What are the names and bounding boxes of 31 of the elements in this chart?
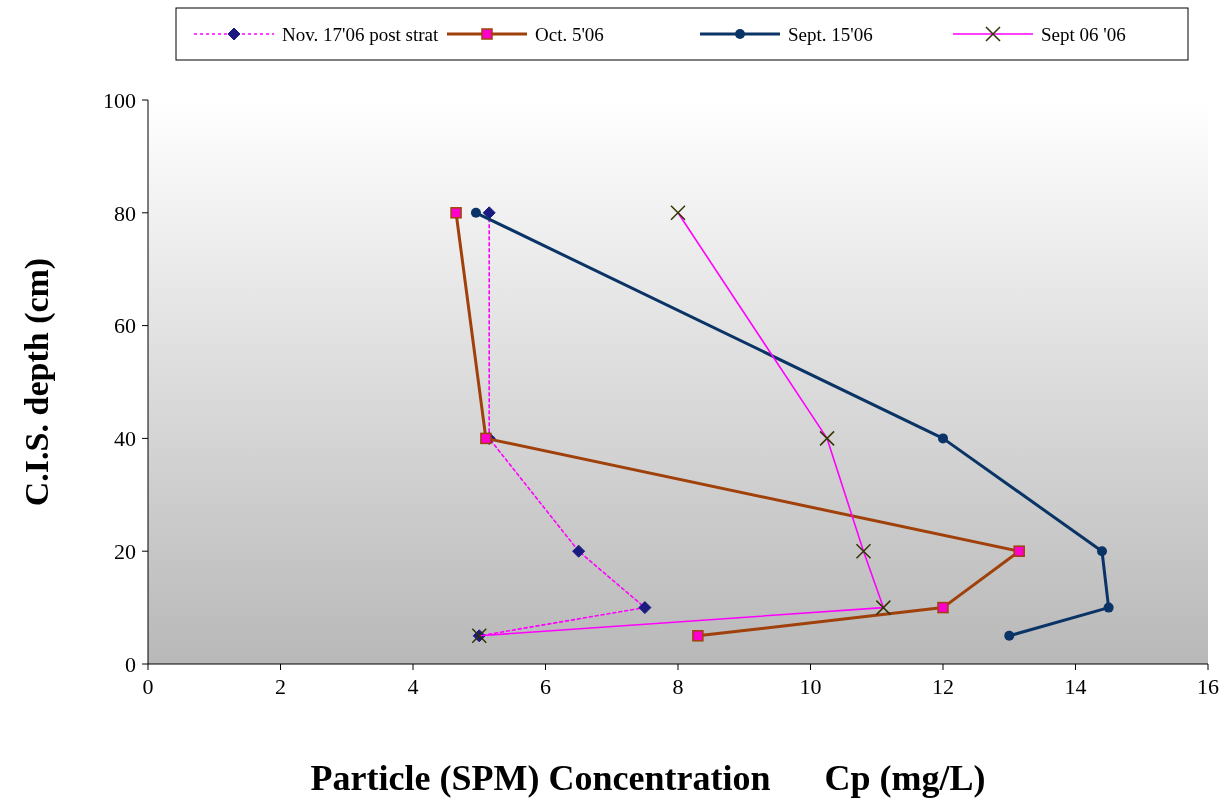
x-axis-title: Particle (SPM) Concentration Cp (mg/L)	[310, 758, 986, 798]
legend-label: Sept 06 '06	[1041, 23, 1126, 45]
x-tick-label: 8	[672, 674, 684, 699]
y-tick-label: 40	[114, 426, 136, 452]
x-tick-label: 0	[142, 674, 154, 699]
y-tick-label: 80	[114, 200, 136, 226]
x-tick-label: 14	[1064, 674, 1087, 699]
x-tick-label: 10	[799, 674, 822, 699]
point	[470, 207, 481, 218]
point	[450, 207, 462, 219]
legend-label: Nov. 17'06 post strat	[282, 23, 440, 45]
x-tick-label: 16	[1197, 674, 1219, 699]
x-tick-label: 6	[540, 674, 551, 699]
y-tick-label: 60	[114, 313, 136, 339]
point	[1013, 545, 1025, 557]
point	[692, 630, 704, 642]
y-axis-title: C.I.S. depth (cm)	[18, 257, 56, 507]
legend-label: Oct. 5'06	[535, 23, 604, 45]
point	[1004, 630, 1015, 641]
point	[1097, 546, 1107, 557]
x-tick-label: 4	[407, 674, 419, 699]
x-tick-label: 2	[275, 674, 286, 699]
y-tick-label: 0	[125, 651, 136, 677]
x-tick-label: 12	[932, 674, 954, 699]
point	[938, 433, 948, 444]
point	[480, 432, 492, 445]
point	[937, 601, 949, 614]
legend-label: Sept. 15'06	[788, 23, 873, 45]
point	[1103, 602, 1114, 613]
y-tick-label: 20	[114, 538, 136, 564]
y-tick-label: 100	[103, 87, 136, 113]
